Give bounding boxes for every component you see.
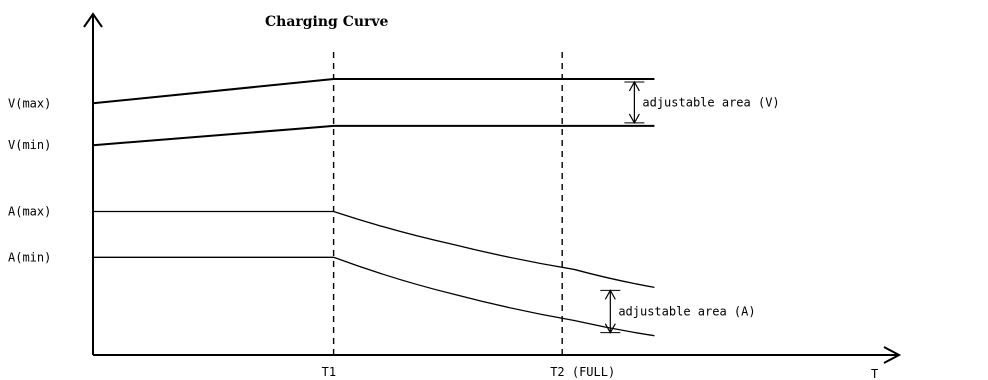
y-tick-label-3: A(max) — [8, 204, 51, 218]
x-tick-label-2: T2 (FULL) — [550, 365, 615, 379]
annotation-label-1: adjustable area (V) — [642, 95, 779, 109]
series-group — [92, 78, 655, 337]
annotation-1: adjustable area (V) — [624, 80, 780, 125]
x-axis-label: T — [871, 367, 878, 380]
axes: T — [83, 12, 902, 380]
tick-labels: V(max) V(min) A(max) A(min) T1 T2 (FULL) — [8, 96, 615, 379]
y-axis-arrow — [83, 12, 103, 28]
y-tick-label-4: A(min) — [8, 250, 51, 264]
annotations-group: adjustable area (V) adjustable area (A) — [600, 80, 780, 334]
x-axis-arrow — [883, 346, 902, 364]
series-line-3 — [93, 210, 655, 289]
annotation-label-2: adjustable area (A) — [618, 305, 755, 319]
annotation-2: adjustable area (A) — [600, 289, 756, 334]
chart-title: Charging Curve — [265, 14, 389, 30]
reference-lines — [332, 52, 563, 355]
series-line-1 — [92, 78, 655, 105]
x-tick-label-1: T1 — [322, 365, 336, 379]
y-tick-label-2: V(min) — [8, 138, 51, 152]
series-line-2 — [92, 124, 655, 147]
y-tick-label-1: V(max) — [8, 96, 51, 110]
